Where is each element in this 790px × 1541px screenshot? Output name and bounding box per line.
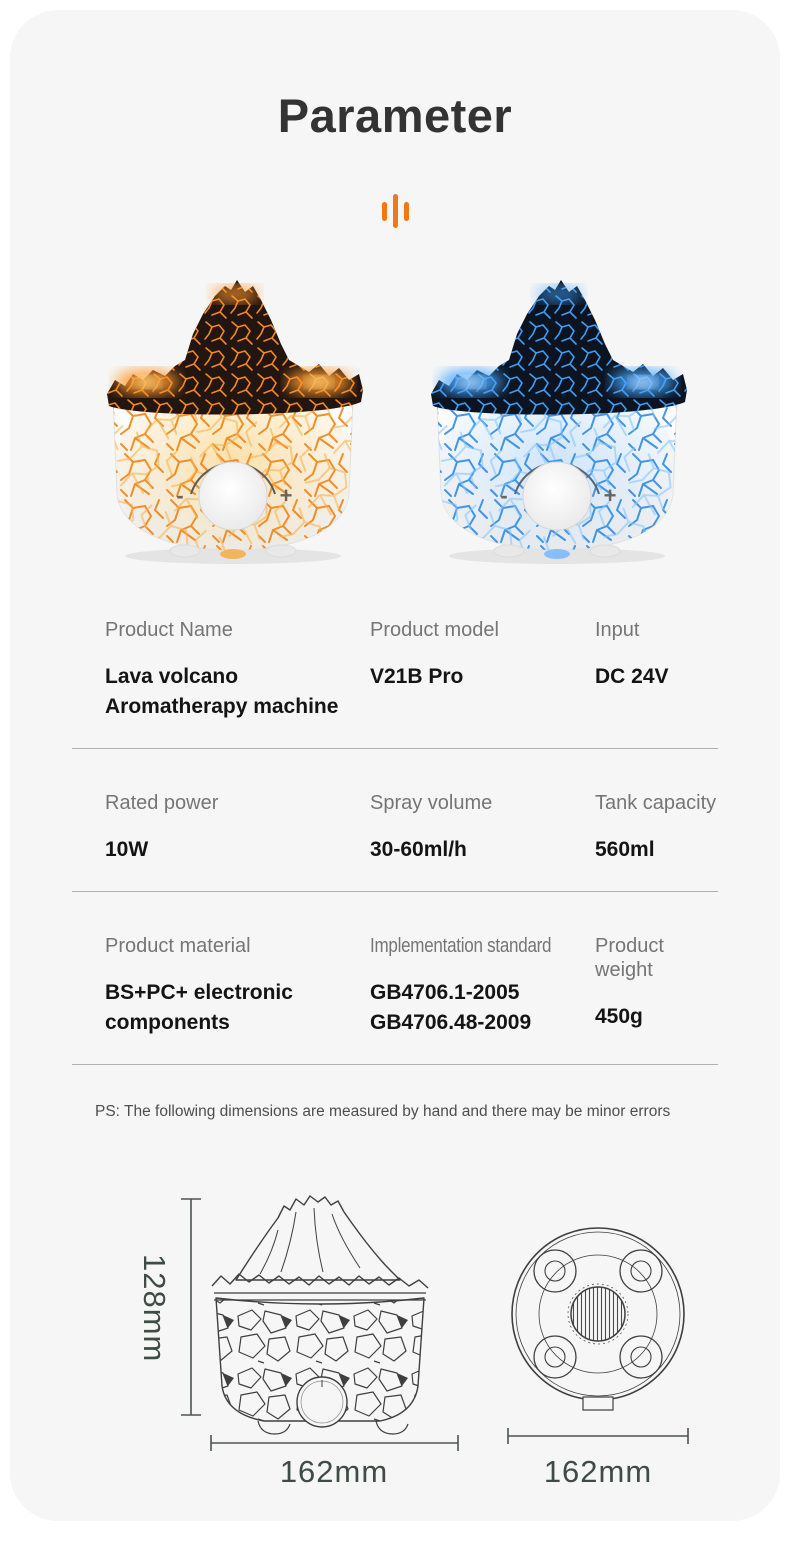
volcano-top [431, 280, 687, 415]
spec-value: GB4706.1-2005 GB4706.48-2009 [370, 981, 532, 1035]
product-image-orange-variant: - + [107, 280, 363, 565]
spec-value: BS+PC+ electronic components [105, 981, 293, 1035]
dimension-lines [181, 1198, 459, 1452]
feet [493, 544, 621, 560]
spec-value: 560ml [595, 838, 655, 862]
knob-minus-label: - [500, 483, 507, 508]
spec-cell-product-material: Product material BS+PC+ electronic compo… [105, 934, 370, 1038]
spec-cell-input: Input DC 24V [595, 618, 718, 722]
spec-value: 450g [595, 1005, 643, 1029]
height-dimension-label: 128mm [137, 1254, 172, 1362]
foot-circles [533, 1249, 663, 1380]
spec-label: Product Name [105, 619, 233, 642]
diameter-dimension-label: 162mm [544, 1454, 652, 1485]
product-images: - + [10, 268, 780, 568]
spec-label: Rated power [105, 792, 219, 815]
vent-grille [570, 1286, 626, 1343]
spec-value: V21B Pro [370, 665, 464, 689]
spec-label: Product material [105, 935, 251, 958]
width-dimension-label: 162mm [280, 1454, 388, 1485]
spec-cell-rated-power: Rated power 10W [105, 791, 370, 865]
parameter-card: Parameter [10, 10, 780, 1521]
rim-zigzag [211, 1273, 429, 1289]
page-title: Parameter [277, 89, 513, 142]
spec-label: Input [595, 619, 640, 642]
crater-glow [211, 285, 259, 304]
sound-bar-middle [392, 194, 398, 229]
divider [72, 748, 718, 750]
sound-bar-right [403, 201, 409, 221]
spec-cell-product-weight: Product weight 450g [595, 934, 718, 1038]
spec-row-2: Rated power 10W Spray volume 30-60ml/h T… [72, 749, 718, 891]
spec-label: Implementation standard [370, 935, 552, 958]
spec-label: Product model [370, 619, 499, 642]
measurement-note: PS: The following dimensions are measure… [95, 1103, 671, 1121]
spec-cell-product-name: Product Name Lava volcano Aromatherapy m… [105, 618, 370, 722]
front-view-line-art [211, 1195, 429, 1435]
spec-cell-implementation-standard: Implementation standard GB4706.1-2005 GB… [370, 934, 595, 1038]
control-knob: - + [176, 461, 293, 531]
spec-value: 30-60ml/h [370, 838, 467, 862]
spec-cell-product-model: Product model V21B Pro [370, 618, 595, 722]
spec-table: Product Name Lava volcano Aromatherapy m… [72, 618, 718, 1066]
spec-label: Product weight [595, 935, 664, 982]
product-image-blue-variant: - + [431, 280, 687, 565]
control-knob: - + [500, 461, 617, 531]
knob-plus-label: + [280, 483, 293, 508]
dimension-drawings: 128mm 162mm [10, 1190, 780, 1485]
knob-plus-label: + [604, 483, 617, 508]
divider [72, 891, 718, 893]
volcano-cone-outline [235, 1195, 401, 1282]
sound-bar-left [381, 201, 387, 221]
knob-outline [296, 1376, 348, 1429]
knob-minus-label: - [176, 483, 183, 508]
feet-outline [257, 1421, 409, 1435]
bottom-dimension-drawing: 162mm [507, 1227, 689, 1485]
label-tab [582, 1396, 614, 1411]
volcano-top [107, 280, 363, 415]
bottom-view-line-art [511, 1227, 685, 1411]
spec-label: Spray volume [370, 792, 493, 815]
spec-value: 10W [105, 838, 149, 862]
dimension-lines [507, 1428, 689, 1445]
spec-cell-tank-capacity: Tank capacity 560ml [595, 791, 718, 865]
spec-label: Tank capacity [595, 792, 717, 815]
front-dimension-drawing: 128mm 162mm [137, 1195, 459, 1485]
sound-bars-icon [10, 191, 780, 231]
spec-cell-spray-volume: Spray volume 30-60ml/h [370, 791, 595, 865]
spec-value: DC 24V [595, 665, 669, 689]
spec-row-3: Product material BS+PC+ electronic compo… [72, 892, 718, 1064]
spec-value: Lava volcano Aromatherapy machine [105, 665, 339, 719]
spec-row-1: Product Name Lava volcano Aromatherapy m… [72, 618, 718, 748]
divider [72, 1064, 718, 1066]
feet [169, 544, 297, 560]
crater-glow [535, 285, 583, 304]
